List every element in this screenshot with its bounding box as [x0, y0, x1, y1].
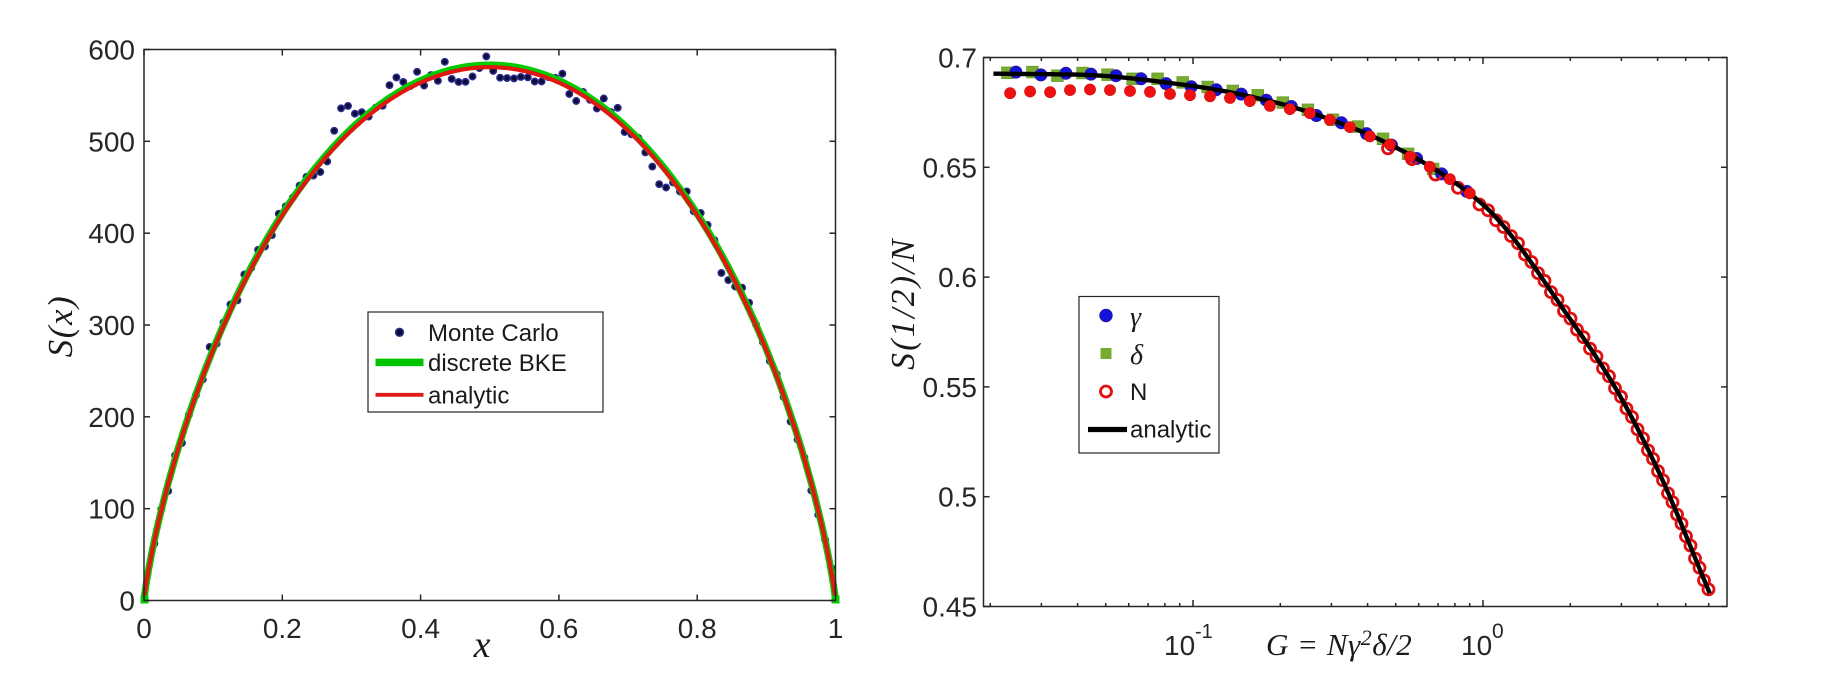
svg-text:analytic: analytic	[1130, 417, 1211, 444]
svg-text:400: 400	[88, 218, 135, 249]
svg-text:analytic: analytic	[428, 383, 509, 410]
svg-text:S(x): S(x)	[41, 295, 80, 357]
svg-text:200: 200	[88, 402, 135, 433]
svg-text:0.7: 0.7	[938, 43, 977, 74]
svg-text:0.65: 0.65	[923, 152, 978, 183]
svg-text:1: 1	[828, 613, 844, 644]
svg-text:S(1/2)/N: S(1/2)/N	[885, 237, 922, 370]
svg-text:0.4: 0.4	[401, 613, 440, 644]
svg-text:10: 10	[1461, 630, 1492, 661]
svg-text:0.55: 0.55	[923, 372, 978, 403]
svg-text:10: 10	[1164, 630, 1195, 661]
svg-text:0: 0	[119, 586, 135, 617]
svg-text:x: x	[473, 624, 491, 666]
svg-text:G = Nγ2δ/2: G = Nγ2δ/2	[1266, 625, 1412, 662]
svg-text:-1: -1	[1195, 621, 1213, 643]
svg-text:δ: δ	[1130, 340, 1144, 371]
svg-text:0: 0	[1492, 620, 1504, 643]
svg-text:100: 100	[88, 494, 135, 525]
svg-text:0.6: 0.6	[539, 613, 578, 644]
svg-text:γ: γ	[1130, 302, 1142, 333]
svg-text:0.6: 0.6	[938, 262, 977, 293]
svg-text:N: N	[1130, 379, 1147, 406]
svg-text:0.8: 0.8	[678, 613, 717, 644]
svg-text:Monte Carlo: Monte Carlo	[428, 320, 559, 347]
svg-text:0: 0	[136, 613, 152, 644]
svg-text:500: 500	[88, 126, 135, 157]
svg-text:0.45: 0.45	[923, 592, 978, 623]
svg-text:0.5: 0.5	[938, 482, 977, 513]
svg-text:discrete BKE: discrete BKE	[428, 350, 567, 377]
svg-text:0.2: 0.2	[263, 613, 302, 644]
svg-text:300: 300	[88, 310, 135, 341]
svg-text:600: 600	[88, 35, 135, 66]
